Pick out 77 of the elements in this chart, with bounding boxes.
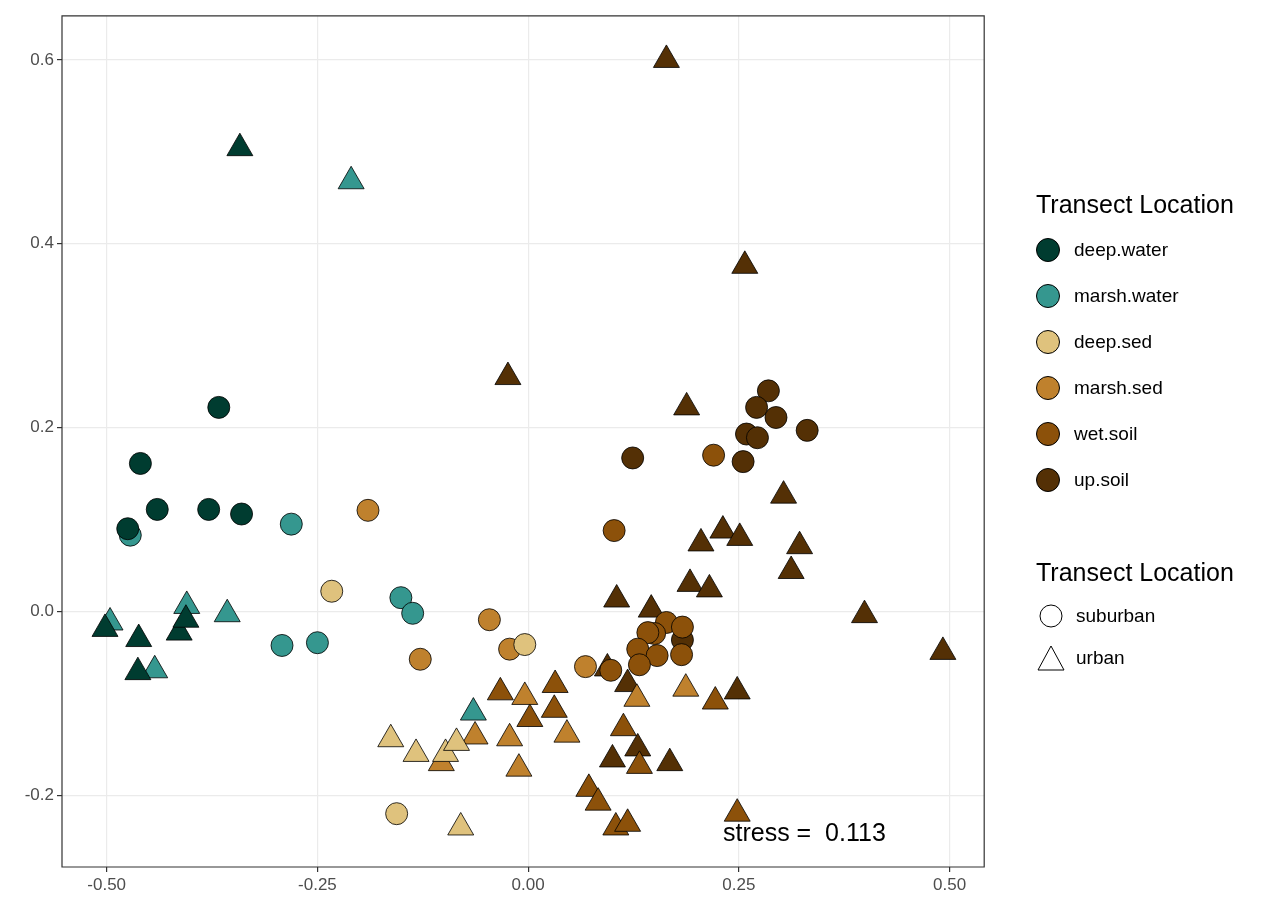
point xyxy=(553,719,581,743)
point xyxy=(402,738,430,762)
point xyxy=(172,604,200,628)
point xyxy=(637,594,665,618)
legend-title: Transect Location xyxy=(1036,190,1234,219)
text: suburban xyxy=(1076,605,1156,627)
point xyxy=(356,498,380,522)
legend-label: wet.soil xyxy=(1074,423,1138,445)
point xyxy=(614,808,642,832)
point xyxy=(213,598,241,623)
point xyxy=(129,452,152,475)
point xyxy=(723,676,751,700)
point xyxy=(672,673,700,697)
point xyxy=(377,723,405,748)
point xyxy=(696,574,723,598)
point xyxy=(764,406,788,429)
point xyxy=(91,613,119,637)
x-tick-label: 0.50 xyxy=(933,874,967,894)
point xyxy=(851,599,878,624)
point xyxy=(795,418,819,442)
point xyxy=(447,812,475,836)
point xyxy=(656,747,684,772)
legend-label: deep.sed xyxy=(1074,331,1153,353)
y-tick-label: 0.4 xyxy=(30,233,54,253)
annotation: stress = 0.113 xyxy=(722,817,886,846)
point xyxy=(279,512,303,536)
point xyxy=(757,379,780,403)
point xyxy=(623,683,651,707)
point xyxy=(496,722,523,747)
legend-label: up.soil xyxy=(1074,469,1129,491)
point xyxy=(516,703,544,727)
point xyxy=(731,450,755,474)
point xyxy=(603,584,631,608)
point xyxy=(602,519,626,542)
point xyxy=(626,750,653,774)
point xyxy=(207,395,231,419)
point xyxy=(230,502,253,526)
point xyxy=(687,528,715,552)
point xyxy=(610,712,637,737)
point xyxy=(511,681,539,705)
point xyxy=(125,623,153,647)
point xyxy=(624,733,652,757)
point xyxy=(486,676,514,701)
point xyxy=(541,669,569,693)
point xyxy=(676,568,704,592)
legend-label: marsh.water xyxy=(1074,285,1179,307)
point xyxy=(505,753,533,777)
legend-label: deep.water xyxy=(1074,239,1169,261)
legend-label: marsh.sed xyxy=(1074,377,1163,399)
point xyxy=(145,498,169,521)
text: urban xyxy=(1076,647,1125,669)
text: Transect Location xyxy=(1036,558,1234,587)
point xyxy=(124,656,152,681)
point xyxy=(443,727,470,751)
point xyxy=(540,694,568,718)
x-tick-label: 0.00 xyxy=(511,874,545,894)
point xyxy=(461,721,489,745)
point xyxy=(459,697,487,721)
point xyxy=(745,395,768,419)
point xyxy=(584,787,612,811)
point xyxy=(621,446,645,470)
point xyxy=(701,686,729,710)
x-tick-label: -0.25 xyxy=(298,874,337,894)
y-tick-label: -0.2 xyxy=(24,784,54,804)
point xyxy=(320,579,344,603)
y-tick-label: 0.2 xyxy=(30,417,54,437)
x-tick-label: 0.25 xyxy=(722,874,756,894)
point xyxy=(702,443,726,467)
point xyxy=(929,636,957,660)
point xyxy=(746,426,769,450)
point xyxy=(197,498,221,521)
x-tick-label: -0.50 xyxy=(87,874,127,894)
point xyxy=(116,517,140,541)
point xyxy=(599,744,626,768)
y-tick-label: 0.6 xyxy=(30,49,54,69)
y-tick-label: 0.0 xyxy=(30,601,54,621)
point xyxy=(723,798,751,822)
